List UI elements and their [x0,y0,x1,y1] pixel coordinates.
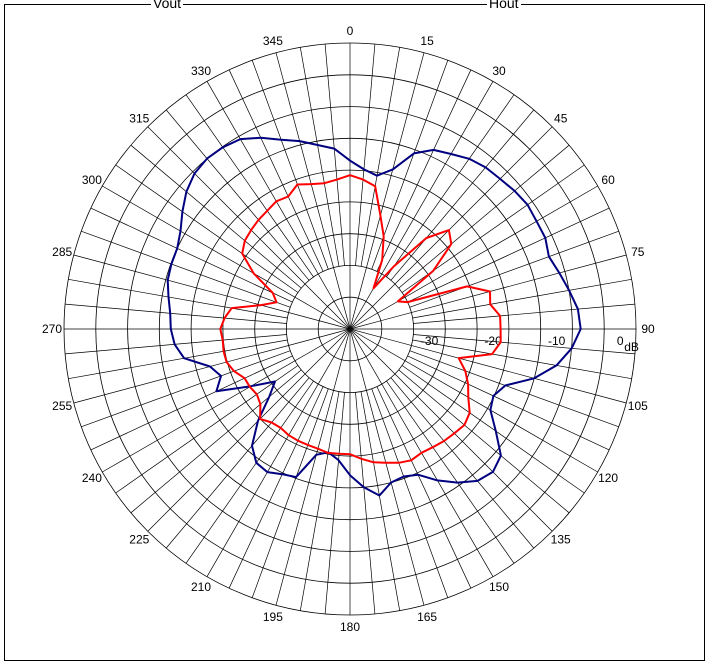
grid-spoke [407,207,610,303]
grid-spoke [68,339,288,380]
angle-tick-label: 60 [601,173,615,187]
grid-spoke [360,391,401,611]
grid-spoke [185,94,314,278]
grid-spoke [409,350,619,428]
grid-spoke [185,380,314,564]
angle-tick-label: 15 [420,34,434,48]
grid-spoke [349,126,553,330]
radial-unit-label: dB [624,340,639,354]
grid-spoke [165,377,310,549]
radial-tick-label: -30 [421,334,439,348]
grid-spoke [376,69,472,272]
grid-spoke [165,109,310,281]
grid-spoke [390,377,535,549]
grid-spoke [401,365,585,494]
angle-tick-label: 345 [263,34,283,48]
grid-spoke [407,355,610,451]
grid-spoke [355,44,376,266]
angle-tick-label: 45 [554,111,568,125]
grid-spoke [228,386,324,589]
grid-spoke [413,303,635,324]
grid-spoke [65,334,287,355]
radial-tick-label: -20 [484,334,502,348]
angle-tick-label: 225 [129,533,149,547]
grid-spoke [349,328,627,404]
grid-spoke [275,52,351,330]
hout-header-label: Hout [487,0,521,10]
grid-spoke [73,328,351,404]
grid-spoke [275,328,351,606]
angle-tick-label: 240 [82,471,102,485]
grid-spoke [147,126,351,330]
angle-tick-label: 120 [598,471,618,485]
grid-spoke [349,328,425,606]
grid-spoke [412,278,632,319]
angle-tick-label: 195 [263,610,283,624]
radial-tick-label: -10 [548,334,566,348]
grid-spoke [349,52,425,330]
angle-tick-label: 90 [641,322,655,336]
grid-spoke [147,328,351,532]
grid-spoke [412,339,632,380]
angle-tick-label: 135 [551,533,571,547]
grid-spoke [360,47,401,267]
angle-tick-label: 150 [489,580,509,594]
grid-spoke [102,328,351,473]
angle-tick-label: 285 [52,245,72,259]
angle-tick-label: 270 [42,322,62,336]
grid-spoke [371,388,449,598]
angle-tick-label: 105 [628,399,648,413]
grid-spoke [299,391,340,611]
grid-spoke [115,164,299,293]
angle-tick-label: 165 [417,610,437,624]
grid-spoke [324,44,345,266]
grid-spoke [398,144,570,289]
grid-spoke [413,334,635,355]
angle-tick-label: 300 [82,173,102,187]
grid-spoke [299,47,340,267]
grid-spoke [355,392,376,614]
grid-spoke [386,380,515,564]
grid-spoke [390,109,535,281]
grid-spoke [324,392,345,614]
grid-spoke [68,278,288,319]
grid-spoke [206,81,351,330]
grid-spoke [251,388,329,598]
angle-tick-label: 75 [631,245,645,259]
grid-spoke [90,355,293,451]
angle-tick-label: 180 [340,620,360,634]
grid-spoke [349,185,598,330]
grid-spoke [115,365,299,494]
grid-spoke [90,207,293,303]
series-1-curve [166,136,582,497]
grid-spoke [251,60,329,270]
grid-spoke [130,144,302,289]
angle-tick-label: 0 [347,24,354,38]
grid-spoke [206,328,351,577]
vout-header-label: Vout [151,0,184,10]
grid-spoke [376,386,472,589]
angle-tick-label: 255 [52,399,72,413]
grid-spoke [130,369,302,514]
grid-spoke [349,328,598,473]
grid-spoke [398,369,570,514]
grid-spoke [228,69,324,272]
grid-spoke [65,303,287,324]
angle-tick-label: 315 [129,111,149,125]
series-2-curve [219,174,502,464]
grid-spoke [73,254,351,330]
radial-tick-label: 0 [617,334,624,348]
angle-tick-label: 30 [492,64,506,78]
grid-spoke [409,230,619,308]
grid-spoke [102,185,351,330]
grid-spoke [386,94,515,278]
angle-tick-label: 330 [191,64,211,78]
angle-tick-label: 210 [191,580,211,594]
grid-spoke [349,328,553,532]
grid-spoke [81,230,291,308]
grid-spoke [81,350,291,428]
